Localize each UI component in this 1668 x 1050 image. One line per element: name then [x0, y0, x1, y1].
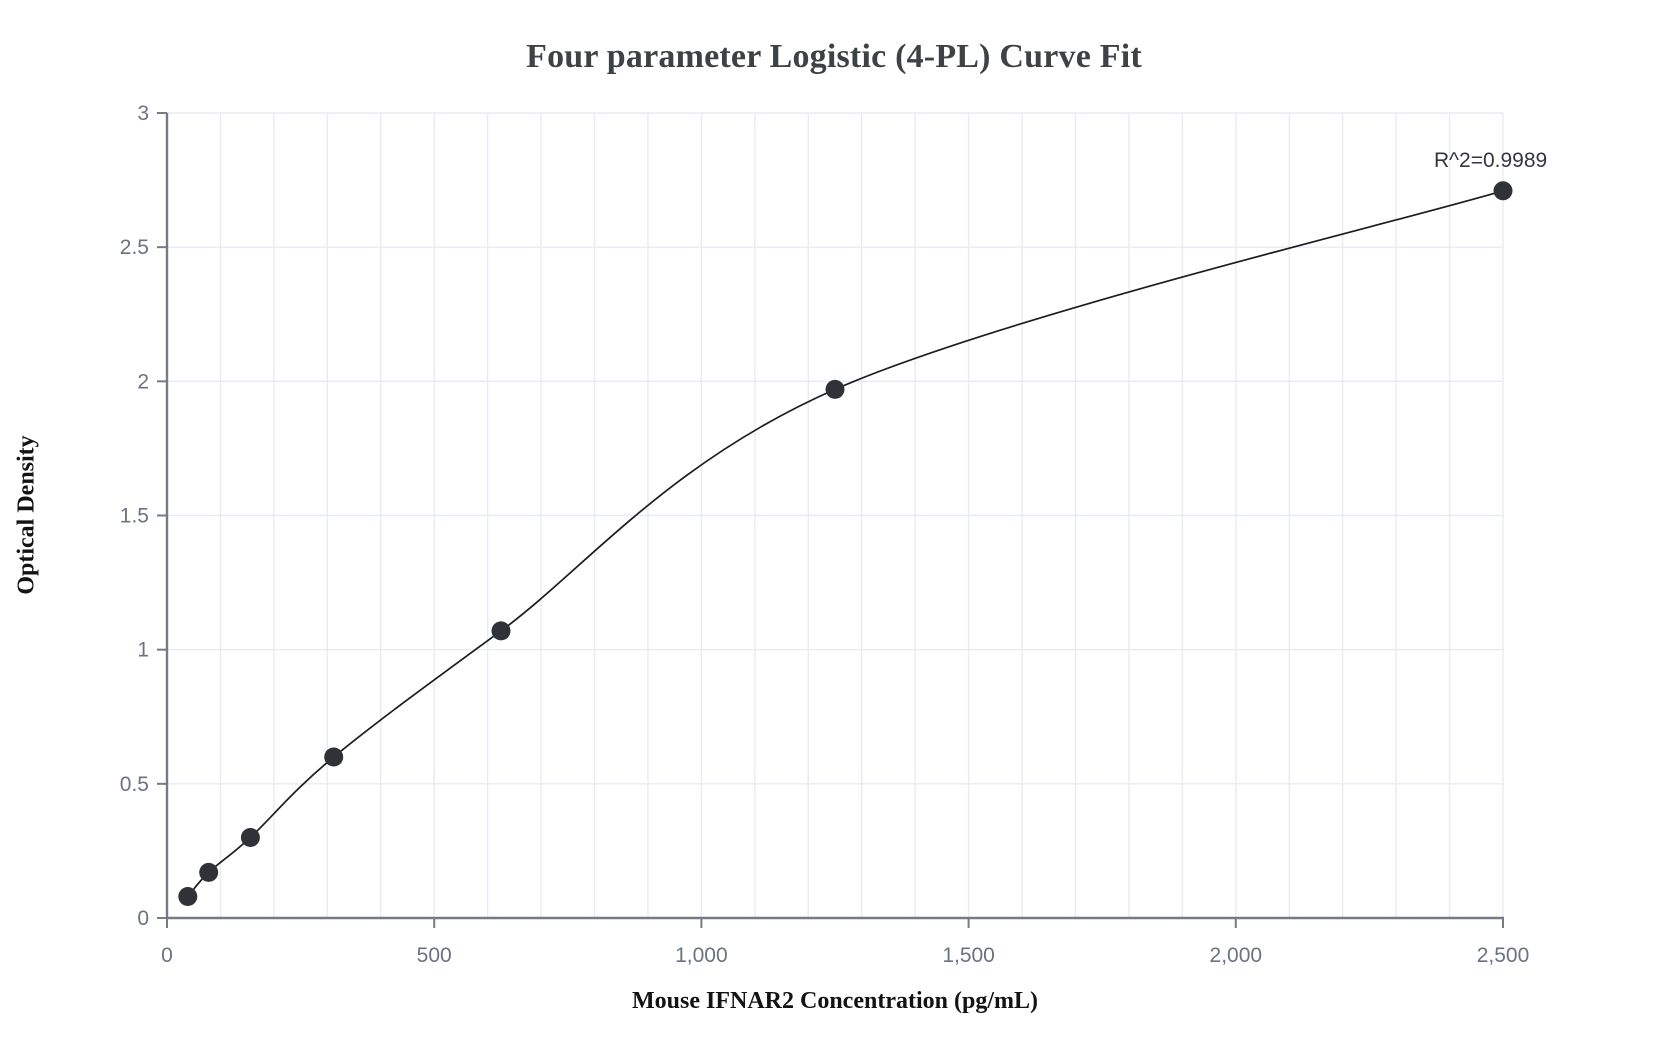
x-axis-title: Mouse IFNAR2 Concentration (pg/mL) — [632, 988, 1038, 1014]
y-tick-label: 1 — [137, 639, 149, 662]
y-tick-label: 2.5 — [120, 236, 149, 259]
data-point — [825, 379, 845, 399]
fit-curve — [187, 189, 1504, 898]
data-point — [178, 887, 198, 906]
x-tick-label: 1,000 — [675, 944, 728, 967]
data-point — [240, 828, 260, 847]
x-tick-label: 0 — [161, 944, 173, 967]
x-tick-label: 2,000 — [1210, 944, 1263, 967]
chart-title: Four parameter Logistic (4-PL) Curve Fit — [526, 38, 1142, 75]
data-point — [324, 747, 344, 767]
y-tick-label: 0.5 — [120, 773, 149, 796]
y-tick-label: 3 — [137, 102, 149, 125]
y-tick-label: 0 — [137, 907, 149, 930]
x-tick-label: 1,500 — [942, 944, 995, 967]
data-point — [199, 862, 219, 882]
data-point — [1493, 181, 1513, 201]
r-squared-annotation: R^2=0.9989 — [1434, 149, 1548, 172]
x-tick-label: 500 — [417, 944, 452, 967]
data-point — [491, 621, 511, 641]
y-tick-label: 1.5 — [120, 505, 149, 528]
y-tick-label: 2 — [137, 370, 149, 393]
x-tick-label: 2,500 — [1477, 944, 1530, 967]
